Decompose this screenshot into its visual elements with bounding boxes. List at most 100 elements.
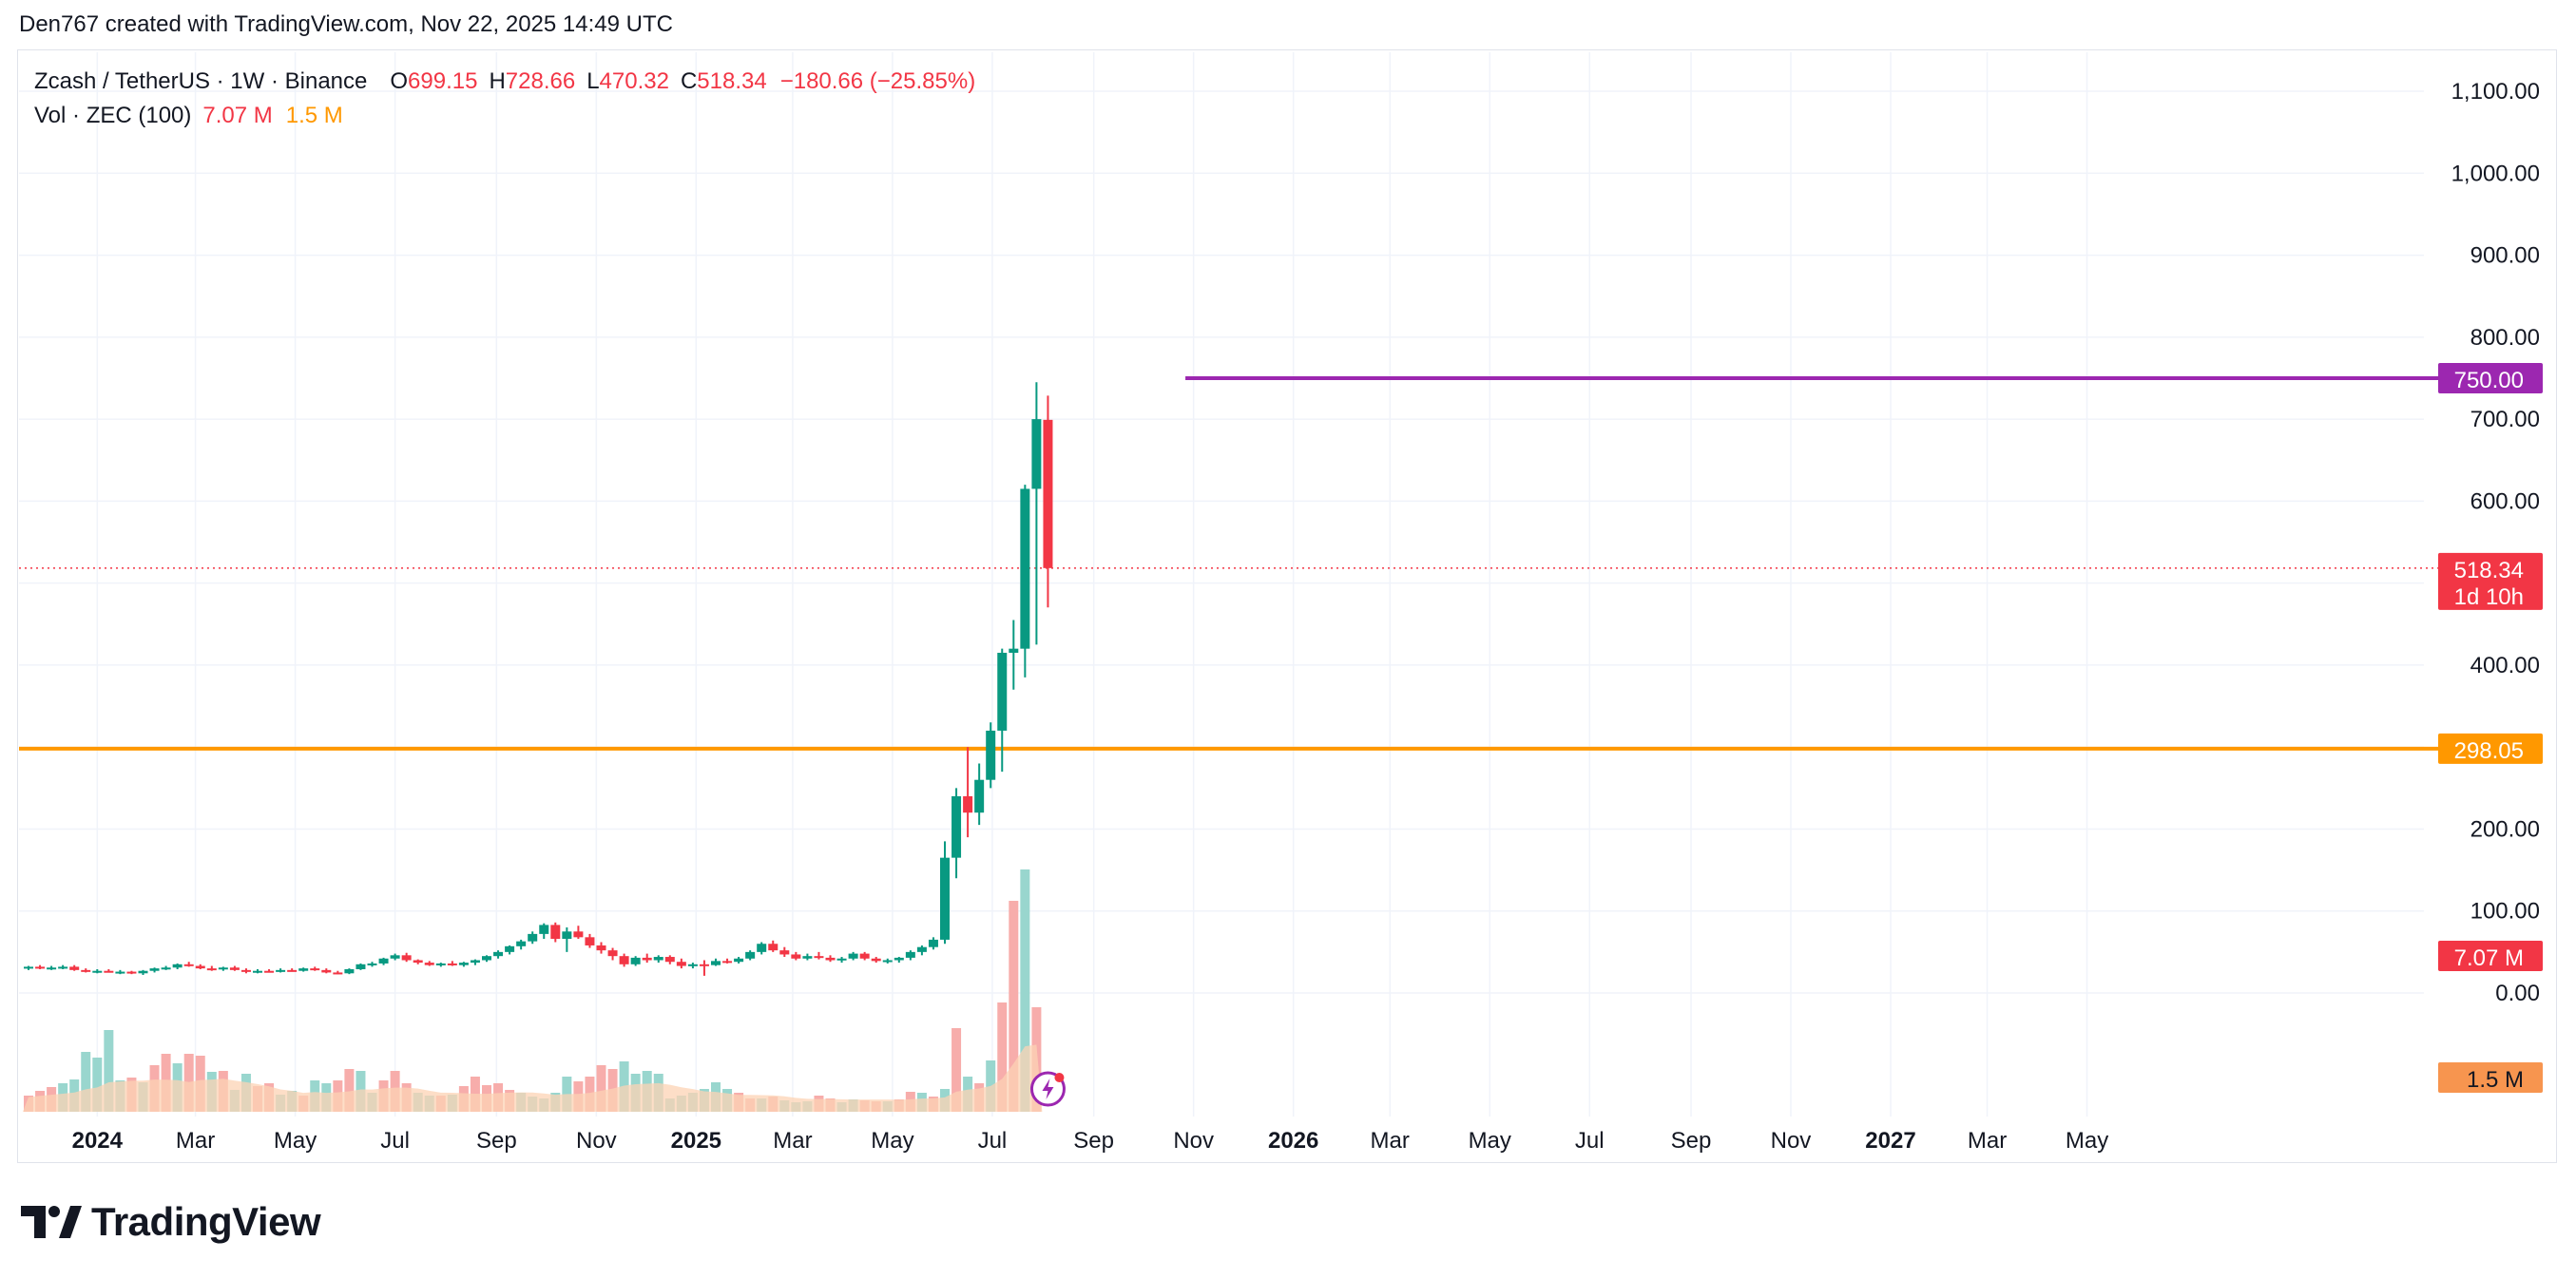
candle-body: [401, 955, 412, 961]
candle-body: [711, 961, 721, 965]
price-tick-label: 0.00: [2495, 981, 2540, 1006]
candle-body: [653, 957, 663, 961]
candle-body: [413, 960, 423, 964]
open-value: 699.15: [408, 68, 478, 94]
lightning-icon[interactable]: [1029, 1071, 1066, 1107]
volume-bar: [104, 1030, 114, 1112]
lightning-icon-bolt: [1042, 1079, 1054, 1099]
candle-body: [206, 968, 217, 971]
candle-body: [814, 956, 824, 959]
resistance-badge-bg: [2438, 362, 2543, 393]
candle-body: [229, 967, 240, 970]
candle-body: [871, 958, 881, 962]
time-tick-label: Jul: [978, 1128, 1008, 1154]
candle-body: [183, 964, 194, 966]
tradingview-logo-icon: [21, 1206, 82, 1238]
candle-body: [378, 958, 389, 964]
time-tick-label: Jul: [1575, 1128, 1605, 1154]
candle-body: [172, 964, 183, 968]
last-price-badge-text: 518.34: [2454, 558, 2524, 583]
candle-body: [516, 941, 527, 946]
volume-bar: [952, 1028, 962, 1112]
candle-body: [458, 963, 469, 965]
volume-badge-text: 7.07 M: [2454, 945, 2524, 971]
price-tick-label: 1,100.00: [2451, 79, 2540, 105]
volume-legend-row: Vol · ZEC (100) 7.07 M 1.5 M: [34, 99, 975, 133]
candle-body: [940, 857, 950, 940]
candle-body: [894, 957, 904, 961]
candle-body: [298, 968, 309, 971]
candle-body: [35, 966, 46, 969]
last-price-badge-bg: [2438, 552, 2543, 610]
chart-frame[interactable]: [17, 49, 2557, 1163]
change-value: −180.66 (−25.85%): [779, 68, 976, 94]
time-tick-label: 2025: [671, 1128, 721, 1154]
candle-body: [321, 969, 332, 973]
candle-body: [424, 963, 434, 965]
time-tick-label: Nov: [1173, 1128, 1214, 1154]
volume-bar: [92, 1058, 103, 1112]
candle-body: [161, 967, 171, 970]
candle-body: [505, 945, 515, 952]
candle-body: [69, 966, 80, 970]
time-axis: 2024 Mar May Jul Sep Nov 2025 Mar May Jul Sep Nov 20…: [72, 1128, 2109, 1154]
price-chart[interactable]: 1,100.00 1,000.00 900.00 800.00 700.00 600.00…: [0, 0, 2576, 1169]
candle-body: [905, 951, 915, 958]
candle-body: [390, 955, 400, 959]
support-badge-text: 298.05: [2454, 738, 2524, 764]
price-axis: 1,100.00 1,000.00 900.00 800.00 700.00 600.00…: [2451, 79, 2540, 1006]
candle-body: [104, 970, 114, 973]
candle-body: [619, 956, 629, 964]
time-tick-label: Mar: [1371, 1128, 1410, 1154]
candle-body: [435, 963, 446, 965]
candle-body: [115, 971, 125, 974]
time-tick-label: May: [2066, 1128, 2108, 1154]
candle-body: [734, 958, 744, 963]
volume-bar: [997, 1002, 1008, 1112]
candle-body: [687, 964, 698, 966]
candle-body: [550, 925, 561, 940]
chart-legend: Zcash / TetherUS · 1W · Binance O699.15 H7…: [34, 65, 975, 133]
volume-bars: [23, 869, 1043, 1112]
time-tick-label: Sep: [1073, 1128, 1114, 1154]
lightning-icon-dot: [1054, 1073, 1065, 1082]
candle-body: [195, 965, 205, 969]
candle-body: [482, 956, 491, 961]
high-value: 728.66: [505, 68, 576, 94]
candle-body: [356, 964, 366, 969]
candle-body: [779, 950, 790, 955]
candle-body: [539, 925, 549, 934]
candle-body: [138, 970, 148, 974]
time-tick-label: Sep: [476, 1128, 517, 1154]
candle-body: [836, 958, 847, 961]
time-tick-label: May: [1469, 1128, 1511, 1154]
candle-body: [825, 957, 836, 961]
volume-ma-value: 1.5 M: [285, 103, 343, 128]
candle-body: [573, 931, 584, 938]
candle-body: [676, 962, 686, 966]
tradingview-logo[interactable]: TradingView: [21, 1199, 321, 1245]
price-tick-label: 600.00: [2470, 488, 2540, 514]
candle-body: [470, 960, 480, 964]
candle-body: [630, 957, 641, 964]
price-tick-label: 800.00: [2470, 325, 2540, 351]
candle-body: [928, 939, 938, 947]
support-badge: 298.05: [2438, 733, 2543, 764]
candle-body: [952, 795, 962, 858]
candle-body: [607, 950, 618, 957]
candle-body: [986, 730, 996, 780]
tradingview-logo-text: TradingView: [91, 1199, 321, 1244]
time-tick-label: 2027: [1865, 1128, 1915, 1154]
candle-body: [963, 795, 973, 813]
ohlc-legend-row: Zcash / TetherUS · 1W · Binance O699.15 H7…: [34, 65, 975, 99]
candle-body: [585, 937, 595, 945]
candle-body: [596, 945, 606, 951]
candle-body: [1031, 419, 1042, 489]
candle-body: [768, 944, 779, 951]
volume-bar: [81, 1052, 91, 1112]
candle-body: [264, 970, 275, 973]
candle-body: [126, 971, 137, 974]
candle-body: [642, 957, 652, 961]
candle-body: [58, 966, 68, 969]
